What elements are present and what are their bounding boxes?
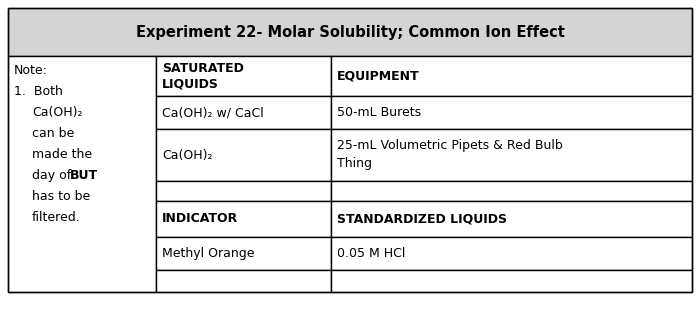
Bar [331,96,692,129]
Bar [156,96,331,129]
Text: can be: can be [32,127,74,140]
Text: STANDARDIZED LIQUIDS: STANDARDIZED LIQUIDS [337,212,507,225]
Text: Thing: Thing [337,158,372,170]
Text: Ca(OH)₂: Ca(OH)₂ [162,149,213,162]
Bar [156,129,331,181]
Bar [8,8,692,56]
Text: SATURATED: SATURATED [162,61,244,74]
Bar [156,201,331,237]
Text: has to be: has to be [32,190,90,203]
Bar [331,270,692,292]
Bar [331,181,692,201]
Text: INDICATOR: INDICATOR [162,212,238,225]
Text: made the: made the [32,148,92,161]
Text: BUT: BUT [70,169,98,182]
Bar [331,56,692,96]
Text: day of: day of [32,169,76,182]
Bar [8,56,156,292]
Text: 0.05 M HCl: 0.05 M HCl [337,247,405,260]
Bar [156,56,331,96]
Bar [8,8,692,292]
Text: Methyl Orange: Methyl Orange [162,247,255,260]
Text: Note:: Note: [14,64,48,77]
Text: 25-mL Volumetric Pipets & Red Bulb: 25-mL Volumetric Pipets & Red Bulb [337,140,563,153]
Text: Experiment 22- Molar Solubility; Common Ion Effect: Experiment 22- Molar Solubility; Common … [136,24,564,39]
Text: 1.  Both: 1. Both [14,85,63,98]
Text: filtered.: filtered. [32,211,80,224]
Text: Ca(OH)₂ w/ CaCl: Ca(OH)₂ w/ CaCl [162,106,264,119]
Bar [331,237,692,270]
Bar [156,181,331,201]
Bar [156,270,331,292]
Bar [331,129,692,181]
Text: EQUIPMENT: EQUIPMENT [337,69,419,82]
Bar [331,201,692,237]
Text: 50-mL Burets: 50-mL Burets [337,106,421,119]
Text: LIQUIDS: LIQUIDS [162,77,219,91]
Bar [156,237,331,270]
Text: Ca(OH)₂: Ca(OH)₂ [32,106,83,119]
